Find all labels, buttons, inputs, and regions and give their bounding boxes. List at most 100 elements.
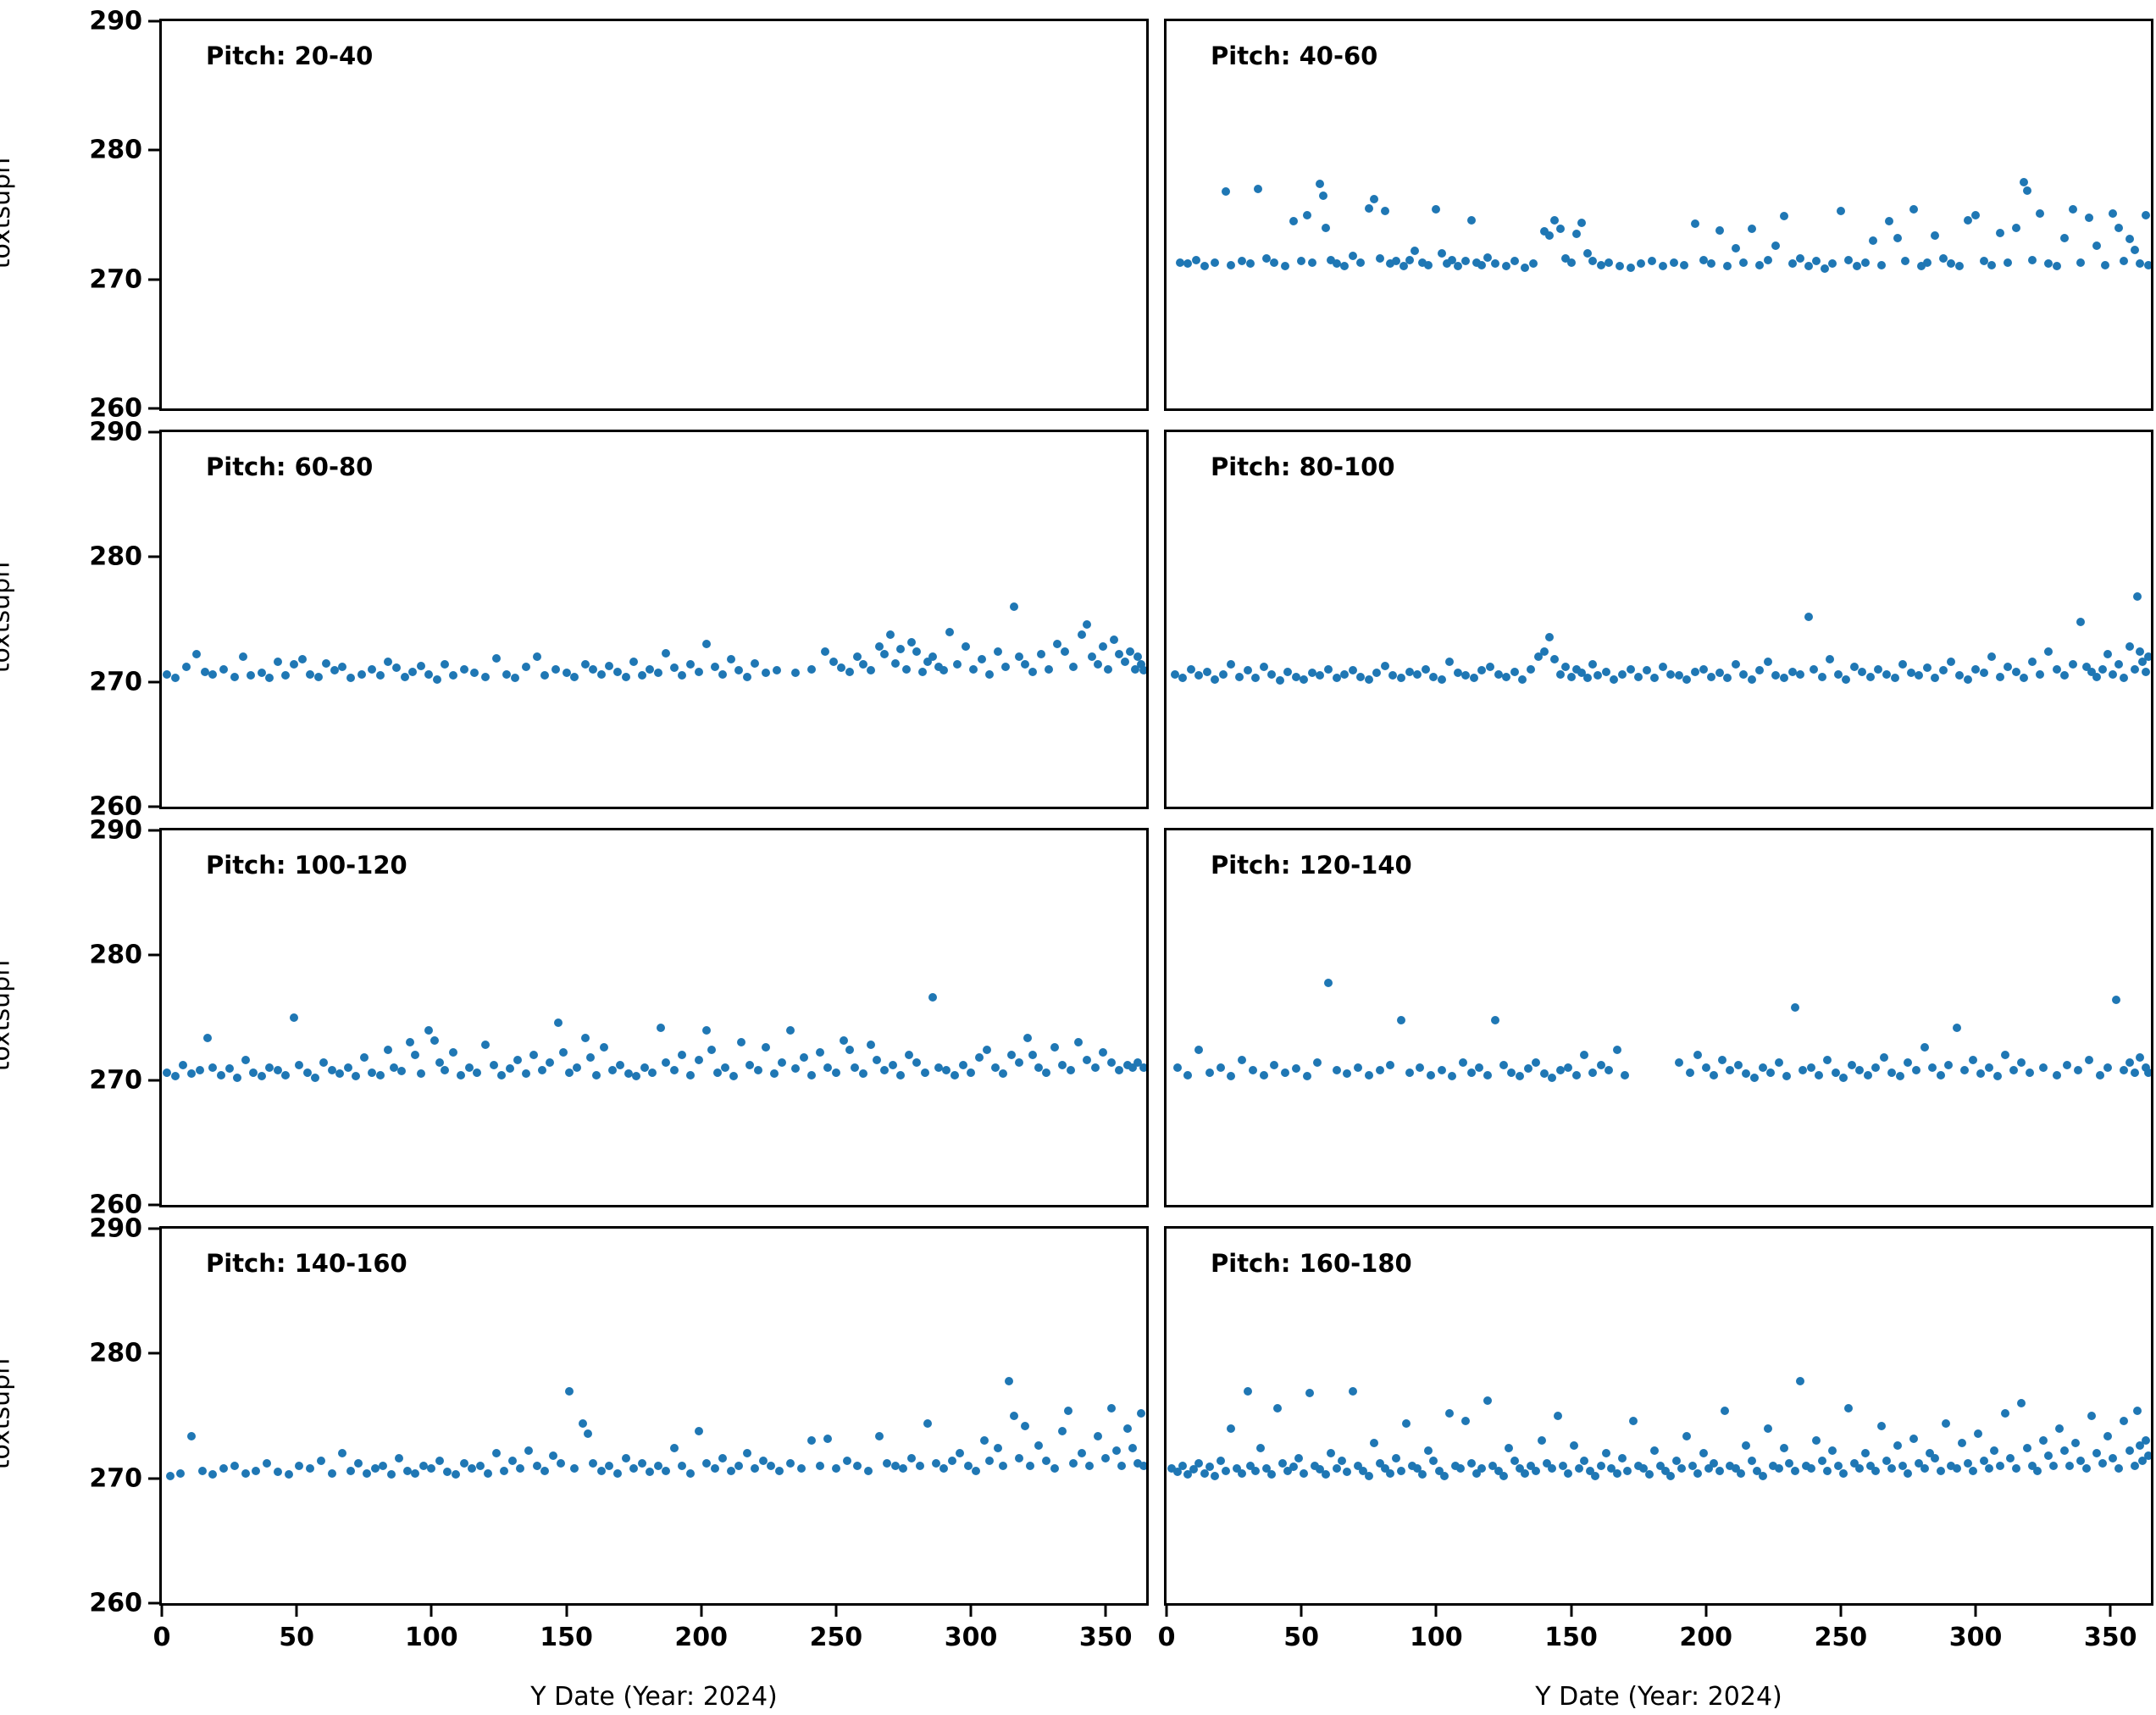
data-point xyxy=(1963,1458,1972,1468)
data-point xyxy=(1232,1463,1241,1473)
data-point xyxy=(1920,1043,1929,1052)
data-point xyxy=(2052,262,2061,271)
xtick-mark xyxy=(1704,1606,1708,1617)
data-point xyxy=(1251,1466,1261,1475)
data-point xyxy=(1731,244,1740,253)
data-point xyxy=(874,1431,884,1440)
data-point xyxy=(1909,1434,1918,1443)
data-point xyxy=(1245,259,1255,269)
data-point xyxy=(707,1046,717,1055)
data-point xyxy=(721,1063,730,1072)
data-point xyxy=(1742,1069,1751,1079)
data-point xyxy=(1194,1046,1204,1055)
data-point xyxy=(1771,241,1781,251)
data-point xyxy=(1194,1458,1204,1468)
data-point xyxy=(1243,1386,1252,1396)
data-point xyxy=(1726,1065,1735,1074)
data-point xyxy=(1211,1471,1220,1480)
data-point xyxy=(2033,1466,2042,1475)
data-point xyxy=(1434,1466,1444,1475)
data-point xyxy=(1074,1038,1084,1047)
data-point xyxy=(1822,1056,1832,1065)
data-point xyxy=(1015,1058,1024,1068)
data-point xyxy=(491,653,501,663)
data-point xyxy=(1904,1058,1913,1068)
data-point xyxy=(600,1043,609,1052)
data-point xyxy=(1898,660,1908,669)
data-point xyxy=(2136,1441,2145,1451)
data-point xyxy=(1396,674,1405,683)
data-point xyxy=(1623,1466,1632,1475)
data-point xyxy=(685,1468,695,1478)
data-point xyxy=(977,655,986,664)
xtick-label: 50 xyxy=(279,1623,315,1652)
data-point xyxy=(430,1035,439,1045)
data-point xyxy=(1426,1070,1435,1080)
ytick-label: 290 xyxy=(89,6,142,36)
data-point xyxy=(2068,660,2077,669)
data-point xyxy=(1359,1466,1368,1475)
data-point xyxy=(2060,1446,2070,1456)
data-point xyxy=(1936,1070,1945,1080)
data-point xyxy=(313,672,323,681)
data-point xyxy=(1416,1063,1425,1072)
data-point xyxy=(1771,671,1781,680)
data-point xyxy=(640,1063,649,1072)
data-point xyxy=(685,660,695,669)
data-point xyxy=(411,1051,420,1060)
data-point xyxy=(1178,674,1188,683)
data-point xyxy=(179,1060,188,1069)
data-point xyxy=(613,667,623,676)
data-point xyxy=(338,662,347,671)
data-point xyxy=(1820,264,1829,274)
data-point xyxy=(2004,258,2013,267)
data-point xyxy=(2036,669,2045,679)
data-point xyxy=(2130,664,2139,674)
data-point xyxy=(1256,1444,1266,1453)
data-point xyxy=(1806,1063,1815,1072)
data-point xyxy=(1128,1444,1138,1453)
data-point xyxy=(589,1458,598,1468)
data-point xyxy=(1555,1065,1565,1074)
data-point xyxy=(1822,1466,1832,1475)
ytick-mark xyxy=(148,1601,159,1605)
data-point xyxy=(1763,658,1772,667)
data-point xyxy=(1968,1466,1977,1475)
data-point xyxy=(1577,669,1587,678)
data-point xyxy=(1391,257,1400,266)
data-point xyxy=(1238,1056,1247,1065)
data-point xyxy=(1410,247,1419,256)
data-point xyxy=(359,1053,369,1063)
data-point xyxy=(219,664,229,674)
xtick-label: 50 xyxy=(1283,1623,1320,1652)
data-point xyxy=(2133,1407,2142,1416)
data-point xyxy=(1855,1065,1865,1074)
data-point xyxy=(1099,642,1108,652)
data-point xyxy=(1316,671,1325,680)
data-point xyxy=(1139,666,1146,675)
data-point xyxy=(858,660,867,669)
data-point xyxy=(1699,1449,1708,1458)
data-point xyxy=(1477,1463,1487,1473)
data-point xyxy=(379,1461,388,1470)
data-point xyxy=(1715,225,1724,235)
data-point xyxy=(1755,260,1765,269)
data-point xyxy=(1015,1454,1024,1463)
data-point xyxy=(1437,249,1446,258)
ytick-label: 270 xyxy=(89,1463,142,1494)
data-point xyxy=(1976,1069,1986,1079)
data-point xyxy=(1216,1457,1225,1466)
data-point xyxy=(1963,674,1972,684)
data-point xyxy=(1343,1069,1352,1079)
data-point xyxy=(1847,1060,1856,1069)
ytick-label: 280 xyxy=(89,1338,142,1368)
data-point xyxy=(1723,262,1732,271)
data-point xyxy=(441,660,450,669)
data-point xyxy=(2017,1399,2026,1408)
data-point xyxy=(540,1466,550,1475)
data-point xyxy=(1585,1466,1594,1475)
data-point xyxy=(1995,1461,2004,1470)
data-point xyxy=(573,1063,582,1072)
data-point xyxy=(880,1065,890,1074)
data-point xyxy=(1605,258,1614,267)
